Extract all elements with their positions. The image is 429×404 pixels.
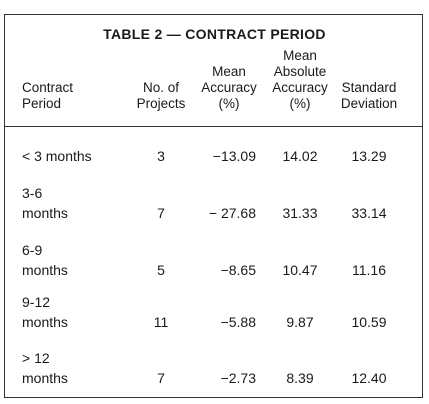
header-line: Accuracy bbox=[201, 80, 257, 95]
header-line: Contract bbox=[22, 80, 74, 95]
row-label: > 12 bbox=[22, 350, 50, 366]
cell-value: −2.73 bbox=[220, 370, 256, 386]
header-line: Period bbox=[22, 96, 62, 111]
header-rule bbox=[5, 126, 423, 127]
cell-value: 11.16 bbox=[352, 262, 386, 278]
table-border bbox=[4, 14, 423, 398]
cell-value: 33.14 bbox=[351, 205, 387, 221]
header-line: Mean bbox=[283, 48, 317, 63]
cell-value: 7 bbox=[157, 205, 165, 221]
column-header: Contract Period bbox=[22, 80, 122, 112]
header-line: Mean bbox=[212, 64, 246, 79]
header-line: Standard bbox=[341, 80, 397, 95]
cell-value: −13.09 bbox=[212, 148, 256, 164]
cell-value: 5 bbox=[157, 262, 165, 278]
row-label: months bbox=[22, 205, 68, 221]
cell-value: 14.02 bbox=[282, 148, 318, 164]
row-label: months bbox=[22, 314, 68, 330]
row-label: months bbox=[22, 370, 68, 386]
header-line: No. of bbox=[142, 80, 180, 95]
cell-value: − 27.68 bbox=[208, 205, 256, 221]
cell-value: 31.33 bbox=[282, 205, 318, 221]
row-label: months bbox=[22, 262, 68, 278]
cell-value: 7 bbox=[157, 370, 165, 386]
header-line: (%) bbox=[289, 96, 311, 111]
row-label: 6-9 bbox=[22, 242, 43, 258]
row-label: 9-12 bbox=[22, 294, 51, 310]
cell-value: 12.40 bbox=[351, 370, 387, 386]
column-header: Mean Accuracy (%) bbox=[198, 64, 260, 112]
cell-value: 8.39 bbox=[286, 370, 314, 386]
cell-value: −5.88 bbox=[220, 314, 256, 330]
row-label: < 3 months bbox=[22, 148, 92, 164]
cell-value: 13.29 bbox=[351, 148, 387, 164]
cell-value: 10.59 bbox=[351, 314, 387, 330]
column-header: Standard Deviation bbox=[334, 80, 404, 112]
header-line: Accuracy bbox=[272, 80, 328, 95]
cell-value: 11 bbox=[153, 314, 169, 330]
table-title: TABLE 2 — CONTRACT PERIOD bbox=[103, 26, 326, 42]
row-label: 3-6 bbox=[22, 185, 43, 201]
cell-value: 9.87 bbox=[286, 314, 314, 330]
cell-value: −8.65 bbox=[220, 262, 256, 278]
column-header: Mean Absolute Accuracy (%) bbox=[264, 48, 336, 112]
cell-value: 10.47 bbox=[282, 262, 318, 278]
header-line: Deviation bbox=[340, 96, 398, 111]
cell-value: 3 bbox=[157, 148, 165, 164]
column-header: No. of Projects bbox=[126, 80, 196, 112]
header-line: (%) bbox=[218, 96, 240, 111]
header-line: Projects bbox=[136, 96, 186, 111]
header-line: Absolute bbox=[273, 64, 327, 79]
